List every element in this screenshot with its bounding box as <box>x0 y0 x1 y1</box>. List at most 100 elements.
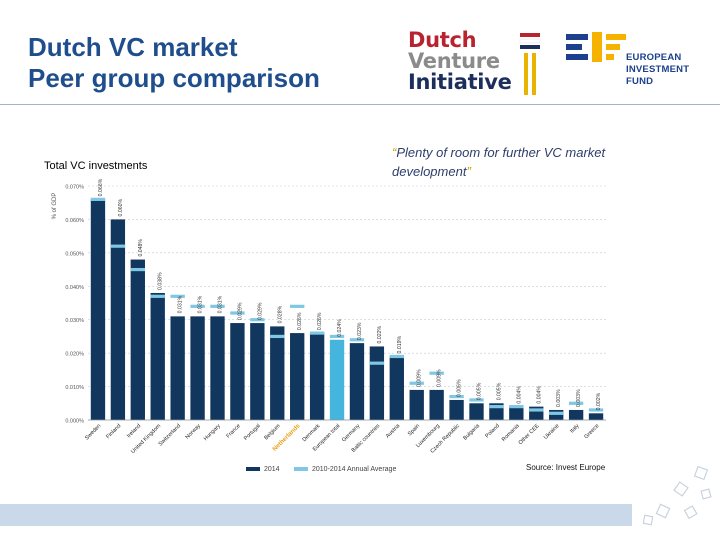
average-marker <box>110 244 126 248</box>
x-tick-label: France <box>225 423 241 439</box>
dvi-logo-line-3: Initiative <box>408 70 512 94</box>
average-marker <box>449 395 464 399</box>
average-marker <box>309 331 325 335</box>
average-marker <box>130 267 145 272</box>
bar-value-label: 0.009% <box>417 369 423 387</box>
eif-logo-line-2: INVESTMENT <box>626 64 690 75</box>
legend-item-average: 2010-2014 Annual Average <box>294 466 396 473</box>
source-note: Source: Invest Europe <box>526 463 606 472</box>
bar-value-label: 0.029% <box>257 302 263 320</box>
bar-value-label: 0.004% <box>516 386 522 404</box>
bar-value-label: 0.031% <box>218 295 224 313</box>
bar-value-label: 0.022% <box>377 325 383 343</box>
legend-label-2014: 2014 <box>264 466 280 473</box>
x-tick-label: Ukraine <box>543 423 561 441</box>
bar-2014 <box>270 326 285 420</box>
bar-2014 <box>130 259 145 420</box>
bar-value-label: 0.009% <box>437 369 443 387</box>
bar-value-label: 0.005% <box>496 382 502 400</box>
bar-2014 <box>290 333 305 420</box>
bar-2014 <box>409 389 424 420</box>
bar-2014 <box>150 292 165 420</box>
average-marker <box>369 361 385 365</box>
bar-2014 <box>170 316 185 420</box>
average-marker <box>90 197 106 201</box>
average-marker <box>549 411 564 415</box>
bar-2014 <box>389 356 404 420</box>
eif-logo-mark-icon <box>566 32 626 62</box>
bar-2014 <box>509 406 524 420</box>
x-tick-label: Greece <box>583 423 600 440</box>
bar-value-label: 0.066% <box>98 178 104 196</box>
dvi-logo-line-1: Dutch <box>408 28 477 52</box>
footer-band <box>0 504 632 526</box>
x-tick-label: Austria <box>385 423 402 440</box>
average-marker <box>270 334 285 339</box>
y-tick-label: 0.040% <box>65 285 84 291</box>
x-tick-label: Finland <box>105 423 122 440</box>
bar-value-label: 0.031% <box>198 295 204 313</box>
average-marker <box>250 318 265 322</box>
x-tick-label: Other CEE <box>518 423 541 446</box>
dutch-venture-initiative-logo: Dutch Venture Initiative <box>408 30 550 100</box>
x-tick-label: Portugal <box>243 423 262 442</box>
bar-value-label: 0.060% <box>118 198 124 216</box>
average-marker <box>210 304 225 308</box>
bar-value-label: 0.003% <box>556 389 562 407</box>
bar-2014 <box>588 413 604 420</box>
x-tick-label: Bulgaria <box>462 423 481 442</box>
average-marker <box>329 334 345 339</box>
legend-swatch-average <box>294 467 308 472</box>
bar-2014 <box>250 323 265 420</box>
bar-2014 <box>549 409 564 420</box>
bar-value-label: 0.002% <box>596 392 602 410</box>
bar-2014 <box>568 409 584 420</box>
bar-value-label: 0.024% <box>337 319 343 337</box>
x-tick-label: Hungary <box>203 423 222 442</box>
eif-logo-text: EUROPEAN INVESTMENT FUND <box>626 52 689 88</box>
x-tick-label: Norway <box>185 423 203 441</box>
average-marker <box>489 405 504 409</box>
eif-logo-line-1: EUROPEAN <box>626 52 682 63</box>
bar-value-label: 0.004% <box>536 386 542 404</box>
bar-value-label: 0.031% <box>178 295 184 313</box>
dvi-logo-line-2: Venture <box>408 49 500 73</box>
bar-value-label: 0.019% <box>397 336 403 354</box>
bar-2014 <box>329 339 345 420</box>
chart-caption: Total VC investments <box>44 160 148 172</box>
average-marker <box>190 304 205 308</box>
bar-2014 <box>110 219 126 420</box>
eif-logo-line-3: FUND <box>626 76 654 87</box>
y-axis-label: % of GDP <box>52 193 58 220</box>
x-tick-label: Spain <box>407 423 421 437</box>
average-marker <box>529 408 544 412</box>
y-tick-label: 0.030% <box>65 318 84 324</box>
average-marker <box>290 304 305 308</box>
average-marker <box>170 294 185 298</box>
x-tick-label: Ireland <box>126 423 142 439</box>
bar-2014 <box>190 316 205 420</box>
bar-2014 <box>349 343 365 420</box>
bar-value-label: 0.003% <box>576 389 582 407</box>
y-tick-label: 0.000% <box>65 419 84 425</box>
average-marker <box>230 311 245 315</box>
bar-2014 <box>309 333 325 420</box>
average-marker <box>588 408 604 412</box>
bar-2014 <box>469 403 484 420</box>
average-marker <box>469 398 484 402</box>
bar-value-label: 0.026% <box>317 312 323 330</box>
bar-value-label: 0.029% <box>237 302 243 320</box>
bar-2014 <box>429 389 444 420</box>
legend-item-2014: 2014 <box>246 466 280 473</box>
average-marker <box>509 405 524 409</box>
bar-value-label: 0.023% <box>357 322 363 340</box>
title-divider <box>0 104 720 105</box>
title-line-1: Dutch VC market <box>28 32 238 62</box>
legend-label-average: 2010-2014 Annual Average <box>312 466 397 473</box>
bar-value-label: 0.006% <box>457 379 463 397</box>
x-tick-label: Denmark <box>302 423 322 443</box>
legend-swatch-2014 <box>246 467 260 472</box>
bar-value-label: 0.038% <box>158 272 164 290</box>
y-tick-label: 0.070% <box>65 185 84 191</box>
